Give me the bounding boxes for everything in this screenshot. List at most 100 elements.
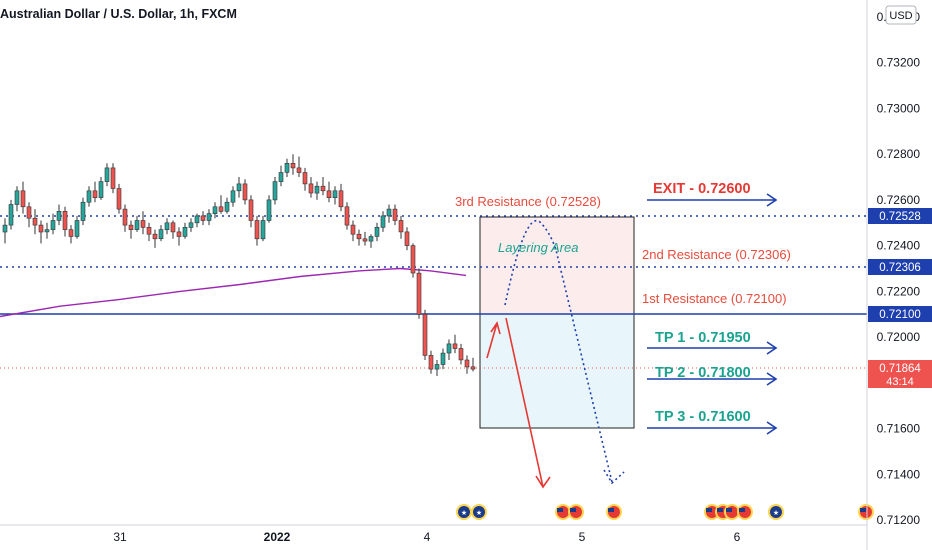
- price-tick: 0.72200: [877, 284, 921, 298]
- candle: [80, 197, 86, 226]
- candle: [104, 163, 110, 187]
- price-tag-r1-text: 0.72100: [879, 309, 921, 321]
- event-flag-us[interactable]: [724, 504, 740, 520]
- event-flag-us[interactable]: [704, 504, 720, 520]
- candle: [38, 220, 44, 244]
- currency-badge[interactable]: USD: [885, 5, 917, 25]
- projection-arrowhead: [603, 469, 625, 485]
- event-flag-au[interactable]: ★: [456, 504, 472, 520]
- time-axis[interactable]: 31 2022 4 5 6: [113, 530, 740, 544]
- candle: [92, 181, 98, 203]
- resistance-zone: [479, 216, 635, 315]
- exit-arrow: [647, 193, 778, 207]
- candle: [428, 350, 434, 374]
- event-flag-us[interactable]: [858, 504, 874, 520]
- candle: [146, 222, 152, 242]
- candle: [74, 215, 80, 239]
- economic-events: ★ ★ ★: [456, 504, 874, 520]
- tp2-label: TP 2 - 0.71800: [655, 365, 751, 381]
- candle: [398, 215, 404, 239]
- candle: [2, 218, 8, 244]
- candle: [152, 229, 158, 248]
- candle: [296, 156, 302, 177]
- candle: [26, 202, 32, 228]
- price-tag-r2-text: 0.72306: [879, 262, 921, 274]
- time-tick: 31: [113, 530, 127, 544]
- candle: [260, 215, 266, 242]
- candle: [68, 225, 74, 244]
- event-flag-au[interactable]: ★: [471, 504, 487, 520]
- tp1-label: TP 1 - 0.71950: [655, 330, 751, 346]
- price-tick: 0.73000: [877, 102, 921, 116]
- price-tag-r1: 0.72100: [868, 306, 932, 322]
- event-flag-us[interactable]: [568, 504, 584, 520]
- candle: [254, 215, 260, 246]
- plot-area[interactable]: [0, 0, 867, 525]
- price-tag-r3: 0.72528: [868, 208, 932, 224]
- candle: [182, 222, 188, 239]
- candle: [290, 154, 296, 175]
- candle: [368, 234, 374, 248]
- price-tag-r2: 0.72306: [868, 259, 932, 275]
- price-tick: 0.73200: [877, 56, 921, 70]
- tp2-arrow: [647, 372, 778, 386]
- event-flag-us[interactable]: [555, 504, 571, 520]
- candle: [314, 181, 320, 200]
- candle: [374, 222, 380, 242]
- candle: [224, 197, 230, 214]
- event-flag-us[interactable]: [737, 504, 753, 520]
- event-flag-us[interactable]: [606, 504, 622, 520]
- candles-group: [2, 154, 476, 376]
- price-tag-r3-text: 0.72528: [879, 211, 921, 223]
- candle: [386, 204, 392, 223]
- candle: [44, 222, 50, 239]
- down-move-arrowhead: [535, 475, 551, 489]
- target-zone: [479, 313, 635, 429]
- candle: [170, 220, 176, 239]
- chart-title: Australian Dollar / U.S. Dollar, 1h, FXC…: [0, 7, 237, 21]
- candle: [332, 186, 338, 205]
- svg-text:★: ★: [476, 509, 482, 517]
- candle: [410, 243, 416, 278]
- candle: [446, 339, 452, 360]
- candle: [350, 220, 356, 242]
- event-flag-au[interactable]: ★: [768, 504, 784, 520]
- r3-label: 3rd Resistance (0.72528): [455, 194, 601, 209]
- time-tick: 6: [734, 530, 741, 544]
- candle: [200, 211, 206, 226]
- candle: [140, 211, 146, 235]
- candle: [320, 177, 326, 196]
- candle: [338, 183, 344, 212]
- candle: [266, 195, 272, 223]
- layering-area-label: Layering Area: [498, 240, 578, 255]
- last-price-tag: 0.71864 43:14: [868, 360, 932, 388]
- time-tick: 2022: [264, 530, 291, 544]
- candle: [32, 209, 38, 235]
- candle: [272, 177, 278, 205]
- candle: [326, 181, 332, 203]
- candle: [194, 213, 200, 228]
- candle: [464, 355, 470, 374]
- candle: [284, 158, 290, 177]
- candle: [98, 177, 104, 200]
- time-tick: 5: [579, 530, 586, 544]
- candle: [218, 195, 224, 214]
- candle: [452, 334, 458, 354]
- candle: [62, 206, 68, 237]
- candle: [458, 343, 464, 365]
- candle: [20, 181, 26, 214]
- price-axis[interactable]: 0.734000.732000.730000.728000.726000.724…: [877, 10, 921, 527]
- candle: [8, 199, 14, 230]
- candle: [110, 163, 116, 194]
- candle: [86, 186, 92, 207]
- svg-text:★: ★: [461, 509, 467, 517]
- tp3-arrow: [647, 421, 778, 435]
- candle: [128, 220, 134, 239]
- time-tick: 4: [424, 530, 431, 544]
- candle: [56, 204, 62, 226]
- candle: [434, 360, 440, 376]
- candle: [344, 202, 350, 230]
- candle: [380, 211, 386, 232]
- candle: [440, 348, 446, 370]
